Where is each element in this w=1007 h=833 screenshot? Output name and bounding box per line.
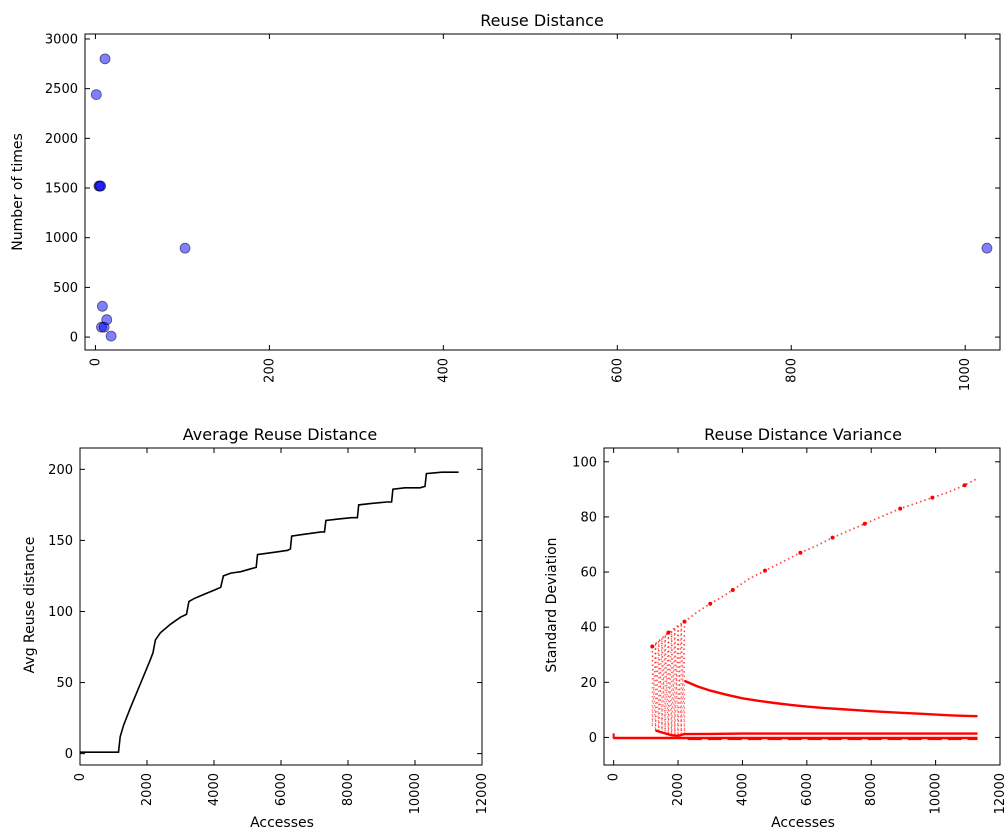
series-marker	[862, 521, 867, 526]
y-axis-label: Standard Deviation	[544, 537, 560, 672]
x-tick-label: 10000	[408, 773, 423, 814]
scatter-point	[179, 242, 191, 254]
band-hatch-line	[664, 635, 669, 735]
y-tick-label: 200	[48, 463, 73, 478]
series-marker	[708, 601, 713, 606]
y-axis-label: Avg Reuse distance	[22, 537, 38, 674]
band-hatch-line	[664, 632, 669, 734]
x-tick-label: 600	[610, 358, 625, 383]
x-tick-label: 0	[607, 773, 622, 781]
y-tick-label: 60	[580, 566, 597, 581]
x-axis-label: Accesses	[771, 815, 835, 831]
series-line	[655, 729, 978, 738]
y-tick-label: 20	[580, 676, 597, 691]
y-tick-label: 2000	[45, 132, 78, 147]
x-tick-label: 8000	[341, 773, 356, 806]
reuse-distance-variance-chart: Reuse Distance Variance Accesses Standar…	[544, 425, 1007, 831]
chart-title: Reuse Distance	[480, 11, 604, 30]
band-hatch-line	[651, 646, 657, 731]
series-marker	[798, 550, 803, 555]
plot-frame	[84, 33, 1001, 351]
x-tick-label: 400	[436, 358, 451, 383]
series-line	[684, 679, 978, 718]
y-tick-label: 1500	[45, 182, 78, 197]
y-tick-label: 50	[56, 676, 73, 691]
y-tick-label: 0	[65, 747, 73, 762]
y-tick-label: 0	[70, 331, 78, 346]
series-line	[80, 471, 459, 754]
series-marker	[962, 483, 967, 488]
x-tick-label: 12000	[475, 773, 490, 814]
scatter-point	[981, 242, 993, 254]
band-hatch-line	[661, 635, 666, 733]
y-tick-label: 3000	[45, 32, 78, 47]
y-tick-label: 150	[48, 534, 73, 549]
scatter-point	[105, 330, 117, 342]
y-tick-label: 0	[589, 731, 597, 746]
x-tick-label: 10000	[929, 773, 944, 814]
scatter-point	[99, 53, 111, 65]
y-tick-label: 2500	[45, 82, 78, 97]
series-marker	[898, 506, 903, 511]
y-tick-label: 100	[572, 455, 597, 470]
y-tick-label: 100	[48, 605, 73, 620]
scatter-point	[101, 314, 113, 326]
y-tick-label: 500	[53, 281, 78, 296]
plot-frame	[603, 447, 1001, 766]
x-tick-label: 800	[784, 358, 799, 383]
series-marker	[730, 587, 735, 592]
band-hatch-line	[654, 640, 660, 731]
series-marker	[830, 535, 835, 540]
x-tick-label: 12000	[993, 773, 1007, 814]
x-tick-label: 0	[88, 358, 103, 366]
y-tick-label: 80	[580, 510, 597, 525]
x-tick-label: 0	[73, 773, 88, 781]
x-tick-label: 200	[262, 358, 277, 383]
x-tick-label: 6000	[800, 773, 815, 806]
scatter-point	[90, 89, 102, 101]
x-tick-label: 4000	[207, 773, 222, 806]
y-axis-label: Number of times	[10, 133, 26, 251]
x-tick-label: 1000	[958, 358, 973, 391]
x-tick-label: 4000	[735, 773, 750, 806]
chart-title: Reuse Distance Variance	[704, 425, 902, 444]
series-marker	[762, 568, 767, 573]
plot-frame	[79, 447, 483, 766]
scatter-point	[95, 180, 107, 192]
x-tick-label: 2000	[671, 773, 686, 806]
average-reuse-distance-chart: Average Reuse Distance Accesses Avg Reus…	[22, 425, 490, 831]
y-tick-label: 1000	[45, 231, 78, 246]
x-tick-label: 6000	[274, 773, 289, 806]
y-tick-label: 40	[580, 621, 597, 636]
x-tick-label: 2000	[140, 773, 155, 806]
x-tick-label: 8000	[864, 773, 879, 806]
band-hatch-line	[667, 631, 673, 735]
x-axis-label: Accesses	[250, 815, 314, 831]
band-hatch-line	[671, 631, 676, 735]
reuse-distance-chart: Reuse Distance Number of times 0 200 400 60…	[10, 11, 1001, 391]
series-marker	[930, 495, 935, 500]
series-line	[651, 477, 978, 648]
chart-title: Average Reuse Distance	[183, 425, 377, 444]
scatter-point	[96, 300, 108, 312]
